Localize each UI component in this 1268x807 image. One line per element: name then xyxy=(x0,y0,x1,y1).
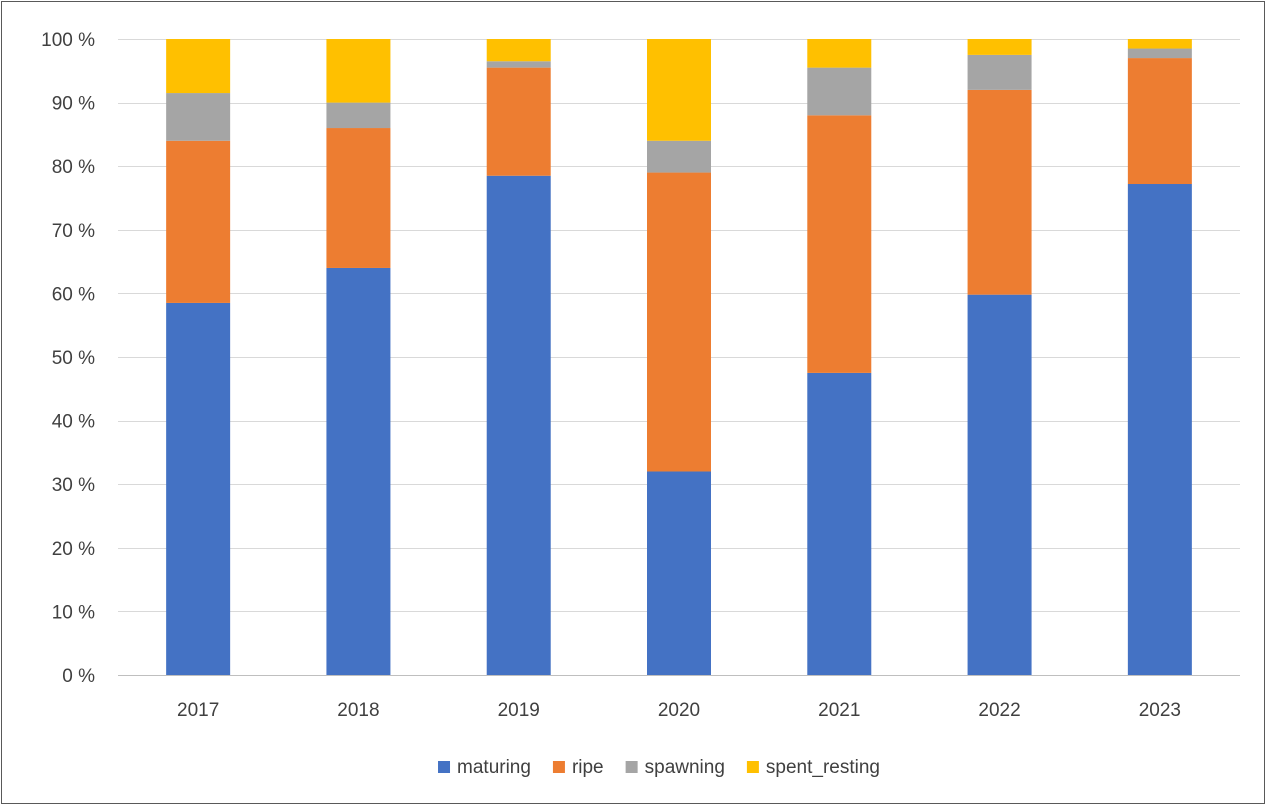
legend-label: spawning xyxy=(645,757,725,778)
bar-segment-spent_resting xyxy=(1127,39,1192,49)
bar-segment-spent_resting xyxy=(967,39,1032,55)
legend-item-spawning: spawning xyxy=(625,757,725,778)
bar-segment-maturing xyxy=(166,302,231,675)
y-tick-label: 0 % xyxy=(62,666,95,687)
bar-segment-spawning xyxy=(967,54,1032,90)
bar-segment-spent_resting xyxy=(807,39,872,68)
bar-segment-spent_resting xyxy=(486,39,551,62)
bar-segment-maturing xyxy=(807,372,872,675)
bars xyxy=(166,39,1192,676)
bar-segment-ripe xyxy=(807,115,872,373)
y-tick-label: 70 % xyxy=(52,221,95,242)
y-tick-label: 80 % xyxy=(52,157,95,178)
legend-label: maturing xyxy=(457,757,531,778)
bar-segment-ripe xyxy=(967,89,1032,295)
y-tick-label: 50 % xyxy=(52,348,95,369)
bar-segment-maturing xyxy=(647,471,711,675)
x-tick-label: 2019 xyxy=(498,700,540,721)
bar-segment-spawning xyxy=(647,140,711,173)
bar-segment-spawning xyxy=(326,102,391,129)
x-tick-label: 2020 xyxy=(658,700,700,721)
legend: maturing ripe spawning spent_resting xyxy=(438,757,880,778)
legend-swatch xyxy=(746,761,759,773)
y-axis-tick-labels: 0 % 10 % 20 % 30 % 40 % 50 % 60 % 70 % 80 % 90 % 1… xyxy=(41,30,95,687)
y-tick-label: 20 % xyxy=(52,539,95,560)
x-axis-tick-labels: 2017 2018 2019 2020 2021 2022 2023 xyxy=(177,700,1181,721)
legend-label: ripe xyxy=(572,757,604,778)
bar-segment-maturing xyxy=(1127,184,1192,675)
bar-segment-spent_resting xyxy=(647,39,711,141)
legend-item-spent_resting: spent_resting xyxy=(746,757,880,778)
legend-item-ripe: ripe xyxy=(552,757,604,778)
legend-swatch xyxy=(438,761,451,773)
y-tick-label: 30 % xyxy=(52,475,95,496)
bar-segment-ripe xyxy=(1127,58,1192,185)
y-tick-label: 90 % xyxy=(52,94,95,115)
bar-segment-spawning xyxy=(807,67,872,116)
bar-segment-ripe xyxy=(166,140,231,303)
y-tick-label: 100 % xyxy=(41,30,95,51)
x-tick-label: 2022 xyxy=(978,700,1020,721)
y-tick-label: 10 % xyxy=(52,602,95,623)
y-tick-label: 40 % xyxy=(52,412,95,433)
x-tick-label: 2018 xyxy=(337,700,379,721)
bar-segment-spent_resting xyxy=(326,39,391,103)
legend-swatch xyxy=(552,761,565,773)
y-tick-label: 60 % xyxy=(52,284,95,305)
bar-segment-maturing xyxy=(967,294,1032,675)
bar-segment-ripe xyxy=(326,128,391,268)
legend-item-maturing: maturing xyxy=(438,757,531,778)
bar-segment-spawning xyxy=(486,61,551,68)
legend-label: spent_resting xyxy=(766,757,880,778)
bar-segment-ripe xyxy=(647,172,711,472)
x-tick-label: 2021 xyxy=(818,700,860,721)
bar-segment-spawning xyxy=(1127,48,1192,59)
bar-segment-spent_resting xyxy=(166,39,231,94)
bar-segment-spawning xyxy=(166,93,231,141)
bar-segment-ripe xyxy=(486,67,551,176)
legend-swatch xyxy=(625,761,638,773)
bar-segment-maturing xyxy=(326,267,391,675)
bar-segment-maturing xyxy=(486,175,551,676)
x-tick-label: 2017 xyxy=(177,700,219,721)
x-tick-label: 2023 xyxy=(1139,700,1181,721)
